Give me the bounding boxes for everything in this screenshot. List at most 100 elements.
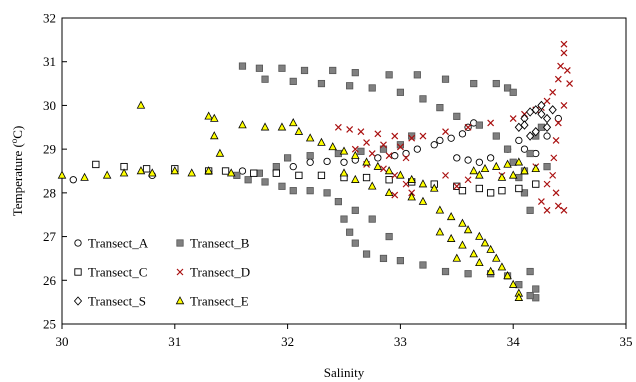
data-point: [396, 143, 404, 151]
data-point: [402, 154, 410, 162]
legend-label: Transect_B: [190, 236, 250, 251]
legend-item: Transect_C: [74, 265, 147, 280]
data-point: [549, 88, 557, 96]
y-axis-title-degree: o: [9, 138, 19, 143]
y-tick-label: 30: [43, 98, 56, 113]
data-point: [560, 49, 568, 57]
data-point: [463, 225, 473, 234]
data-point: [503, 84, 512, 92]
data-point: [391, 191, 399, 199]
data-point: [413, 145, 421, 153]
data-point: [442, 171, 449, 179]
data-point: [210, 113, 219, 122]
data-point: [384, 166, 394, 175]
data-point: [560, 40, 568, 48]
data-point: [464, 176, 472, 184]
data-point: [552, 136, 560, 144]
data-point: [204, 166, 213, 175]
data-point: [305, 133, 315, 142]
legend-item: Transect_D: [176, 265, 250, 280]
data-point: [407, 174, 416, 183]
data-point: [492, 253, 501, 262]
data-point: [142, 165, 151, 173]
data-point: [238, 167, 247, 175]
data-point: [563, 67, 571, 74]
data-point: [289, 187, 297, 195]
data-point: [492, 132, 500, 140]
data-point: [503, 271, 512, 280]
data-point: [419, 132, 427, 140]
data-point: [526, 131, 535, 141]
data-point: [543, 132, 551, 140]
legend-label: Transect_D: [190, 265, 250, 280]
data-point: [351, 150, 360, 159]
data-point: [537, 109, 546, 119]
data-point: [458, 240, 467, 249]
data-point: [550, 154, 558, 162]
data-point: [520, 189, 529, 197]
data-point: [278, 182, 286, 190]
data-point: [323, 157, 331, 166]
data-point: [436, 104, 444, 112]
data-point: [520, 145, 529, 153]
data-point: [391, 152, 399, 160]
x-tick-label: 31: [168, 334, 181, 349]
data-point: [244, 176, 252, 184]
data-point: [300, 66, 309, 75]
data-point: [283, 154, 292, 162]
data-point: [317, 137, 326, 146]
data-point: [351, 239, 359, 247]
data-point: [367, 181, 377, 190]
data-point: [380, 141, 387, 149]
data-point: [391, 132, 399, 140]
data-point: [542, 113, 552, 124]
data-point: [531, 105, 540, 115]
data-point: [102, 170, 112, 179]
data-point: [554, 119, 562, 127]
data-point: [306, 158, 314, 166]
data-point: [407, 192, 416, 201]
data-point: [532, 180, 540, 188]
data-point: [396, 141, 405, 149]
data-point: [537, 198, 545, 206]
data-point: [339, 146, 349, 155]
data-point: [346, 228, 354, 236]
data-point: [543, 97, 551, 105]
data-point: [255, 64, 264, 72]
data-point: [334, 123, 342, 131]
data-point: [514, 292, 524, 301]
data-point: [238, 62, 247, 70]
data-point: [351, 145, 359, 153]
data-point: [272, 163, 280, 171]
legend-marker: [74, 239, 82, 247]
data-point: [458, 130, 467, 138]
data-point: [554, 114, 562, 123]
data-point: [373, 161, 383, 170]
data-point: [543, 180, 551, 188]
data-point: [278, 64, 286, 72]
data-point: [526, 291, 534, 300]
legend-label: Transect_C: [88, 265, 147, 280]
data-point: [339, 168, 349, 177]
data-point: [543, 206, 551, 214]
data-point: [294, 126, 304, 135]
data-point: [429, 183, 439, 192]
data-point: [362, 250, 371, 258]
data-point: [515, 184, 523, 193]
data-point: [136, 100, 146, 109]
data-point: [446, 233, 456, 242]
legend-marker: [176, 268, 184, 276]
data-point: [69, 176, 77, 184]
data-point: [475, 158, 484, 166]
data-point: [508, 279, 518, 288]
data-point: [295, 171, 303, 180]
legend-marker: [74, 268, 82, 276]
x-tick-label: 34: [507, 334, 521, 349]
data-point: [288, 118, 298, 127]
data-point: [480, 163, 490, 173]
data-point: [357, 128, 365, 136]
legend-marker: [176, 239, 184, 247]
x-tick-label: 32: [281, 334, 294, 349]
data-point: [475, 170, 484, 179]
